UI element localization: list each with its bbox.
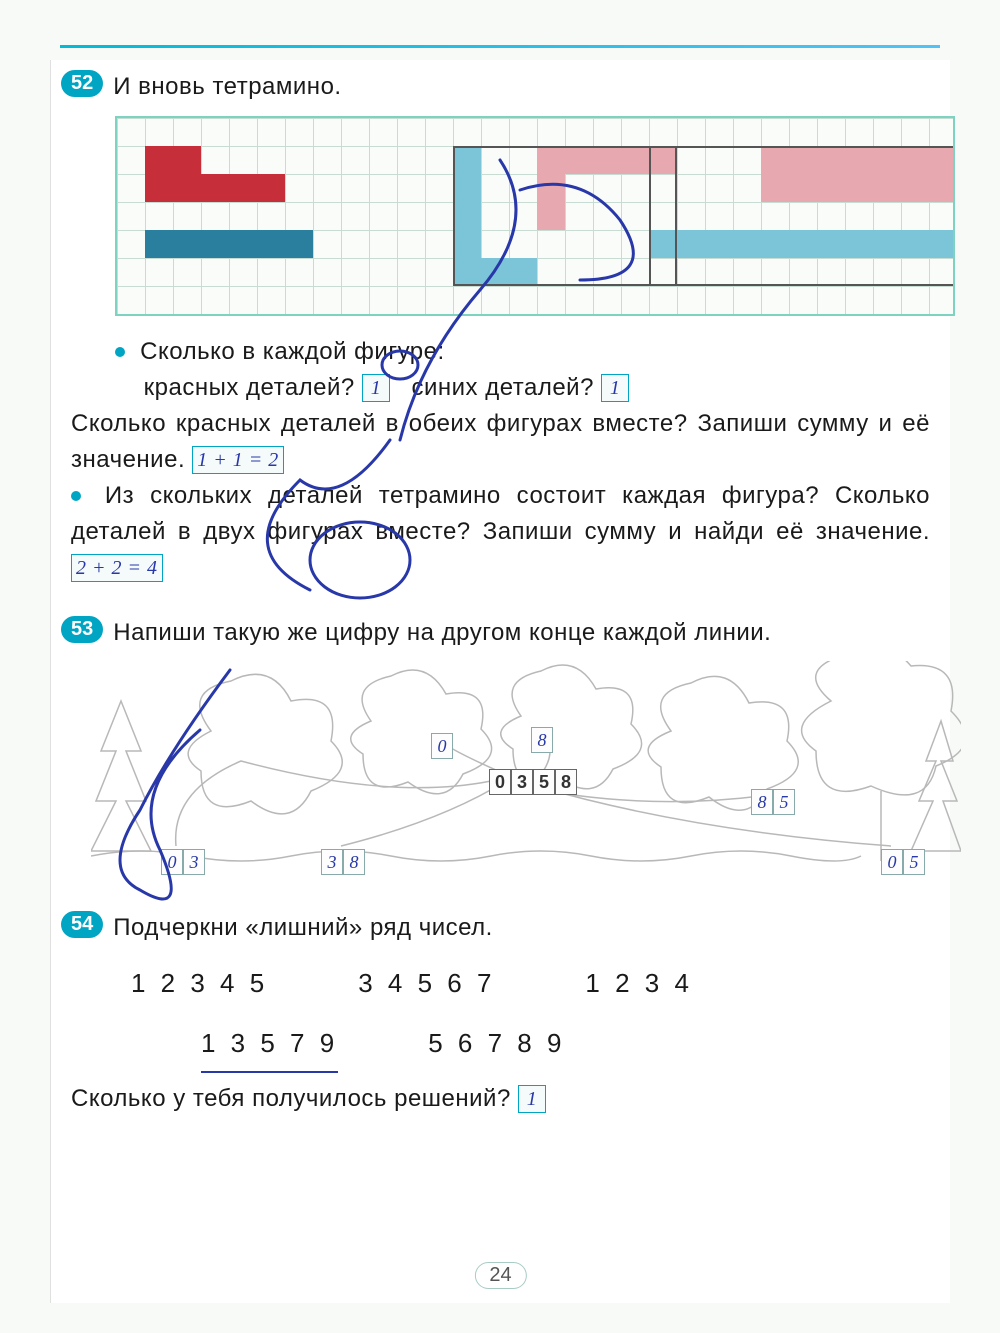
ex53-text: Напиши такую же цифру на другом конце ка… bbox=[113, 616, 771, 650]
grid-cell bbox=[229, 230, 257, 258]
figure-outline bbox=[453, 146, 677, 286]
grid-cell bbox=[201, 230, 229, 258]
forest-answer[interactable]: 8 bbox=[343, 849, 365, 875]
ex54-text: Подчеркни «лишний» ряд чисел. bbox=[113, 911, 493, 945]
grid-cell bbox=[257, 230, 285, 258]
ex52-q3: Из скольких деталей тетрамино состоит ка… bbox=[71, 478, 930, 586]
ex52-q1: Сколько в каждой фигуре: красных деталей… bbox=[115, 334, 930, 406]
q3-answer[interactable]: 2 + 2 = 4 bbox=[71, 554, 163, 582]
grid-cell bbox=[145, 174, 173, 202]
grid-cell bbox=[173, 174, 201, 202]
tetramino-grid bbox=[115, 116, 955, 316]
grid-cell bbox=[145, 230, 173, 258]
center-digit: 8 bbox=[555, 769, 577, 795]
exercise-52: 52 И вновь тетрамино. Сколько в каждой ф… bbox=[71, 70, 930, 586]
bullet-icon bbox=[115, 347, 125, 357]
badge-54: 54 bbox=[61, 911, 103, 938]
ex52-title: И вновь тетрамино. bbox=[113, 70, 341, 104]
bullet-icon bbox=[71, 491, 81, 501]
ex54-question: Сколько у тебя получилось решений? 1 bbox=[71, 1081, 930, 1117]
badge-53: 53 bbox=[61, 616, 103, 643]
ex52-q2: Сколько красных деталей в обеих фигурах … bbox=[71, 406, 930, 478]
q1-red-label: красных деталей? bbox=[144, 374, 355, 401]
forest-answer[interactable]: 3 bbox=[321, 849, 343, 875]
forest-answer[interactable]: 8 bbox=[531, 727, 553, 753]
forest-answer[interactable]: 0 bbox=[161, 849, 183, 875]
q1-blue-answer[interactable]: 1 bbox=[601, 374, 629, 402]
ex54-answer[interactable]: 1 bbox=[518, 1085, 546, 1113]
page-top-border bbox=[60, 45, 940, 48]
forest-illustration: 0358 0885033805 bbox=[91, 661, 961, 881]
center-digit: 3 bbox=[511, 769, 533, 795]
forest-answer[interactable]: 5 bbox=[773, 789, 795, 815]
grid-cell bbox=[173, 146, 201, 174]
grid-cell bbox=[257, 174, 285, 202]
grid-cell bbox=[173, 230, 201, 258]
number-row[interactable]: 3 4 5 6 7 bbox=[358, 957, 495, 1009]
grid-cell bbox=[229, 174, 257, 202]
exercise-54: 54 Подчеркни «лишний» ряд чисел. 1 2 3 4… bbox=[71, 911, 930, 1117]
q1-blue-label: синих деталей? bbox=[411, 374, 593, 401]
grid-cell bbox=[201, 174, 229, 202]
ex54-q-text: Сколько у тебя получилось решений? bbox=[71, 1085, 511, 1112]
number-row[interactable]: 1 2 3 4 bbox=[585, 957, 693, 1009]
q1-prefix: Сколько в каждой фигуре: bbox=[140, 338, 445, 365]
forest-answer[interactable]: 0 bbox=[431, 733, 453, 759]
forest-answer[interactable]: 5 bbox=[903, 849, 925, 875]
center-digit: 5 bbox=[533, 769, 555, 795]
grid-cell bbox=[145, 146, 173, 174]
figure-outline bbox=[649, 146, 955, 286]
number-row[interactable]: 1 3 5 7 9 bbox=[201, 1017, 338, 1073]
exercise-53: 53 Напиши такую же цифру на другом конце… bbox=[71, 616, 930, 882]
number-row[interactable]: 5 6 7 8 9 bbox=[428, 1017, 565, 1069]
page-number: 24 bbox=[474, 1262, 526, 1289]
badge-52: 52 bbox=[61, 70, 103, 97]
forest-answer[interactable]: 3 bbox=[183, 849, 205, 875]
page-content: 52 И вновь тетрамино. Сколько в каждой ф… bbox=[50, 60, 950, 1303]
center-digits: 0358 bbox=[489, 769, 577, 795]
number-sequences: 1 2 3 4 5 3 4 5 6 7 1 2 3 4 1 3 5 7 9 5 6 7… bbox=[131, 957, 930, 1073]
forest-answer[interactable]: 8 bbox=[751, 789, 773, 815]
q2-answer[interactable]: 1 + 1 = 2 bbox=[192, 446, 284, 474]
forest-answer[interactable]: 0 bbox=[881, 849, 903, 875]
number-row[interactable]: 1 2 3 4 5 bbox=[131, 957, 268, 1009]
center-digit: 0 bbox=[489, 769, 511, 795]
grid-cell bbox=[285, 230, 313, 258]
q1-red-answer[interactable]: 1 bbox=[362, 374, 390, 402]
q3-text: Из скольких деталей тетрамино состоит ка… bbox=[71, 482, 930, 545]
